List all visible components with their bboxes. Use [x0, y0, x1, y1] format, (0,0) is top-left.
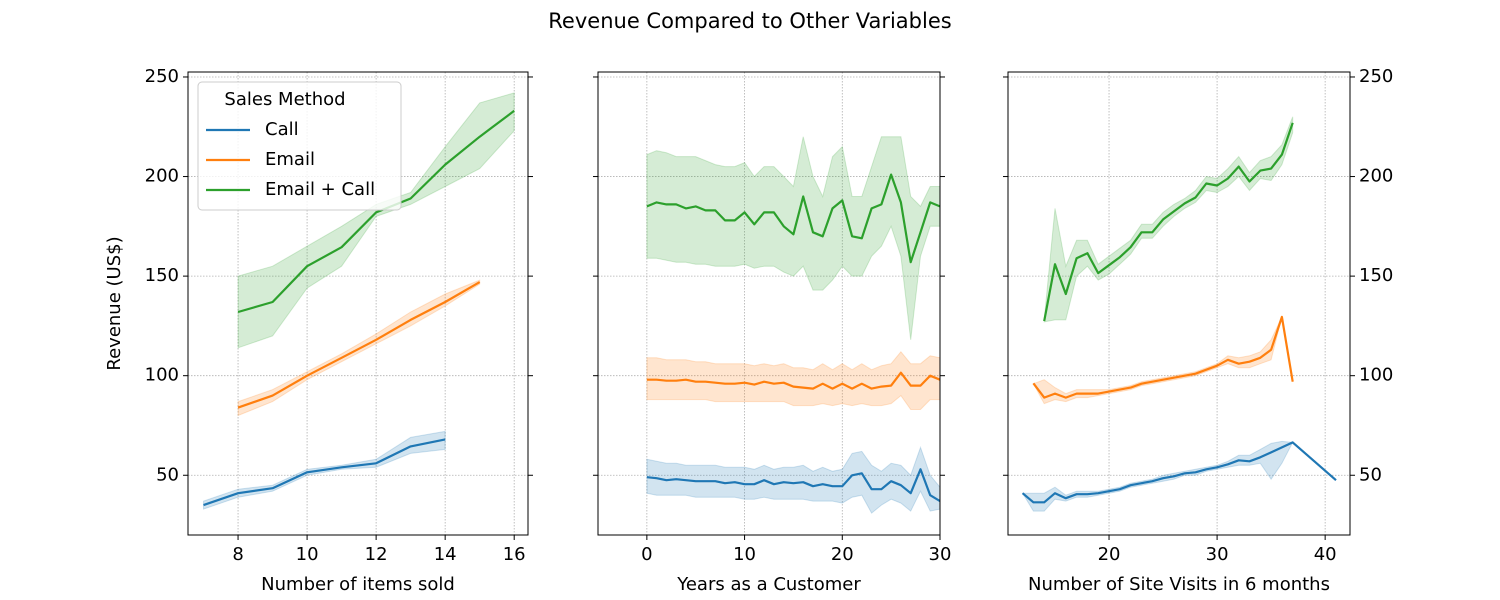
- y-tick-label: 50: [156, 464, 179, 485]
- y-tick-label: 200: [1359, 166, 1393, 187]
- axes-frame: [597, 71, 941, 536]
- x-tick-label: 20: [831, 544, 854, 565]
- x-axis-label: Number of items sold: [261, 574, 455, 595]
- confidence-band: [646, 445, 940, 514]
- subplot: 20 30 40 50 100 150 200 250 Number of Site Visit…: [1003, 66, 1393, 595]
- series-line: [203, 438, 446, 507]
- subplot: 0 10 20 30 Years as a Customer: [593, 71, 952, 595]
- x-tick-label: 10: [296, 544, 319, 565]
- x-tick-label: 16: [503, 544, 526, 565]
- legend-label: Call: [265, 119, 299, 140]
- series-line: [1021, 441, 1337, 504]
- y-tick-label: 200: [145, 166, 179, 187]
- series-line: [237, 281, 481, 409]
- x-tick-label: 20: [1098, 544, 1121, 565]
- x-tick-label: 12: [365, 544, 388, 565]
- x-axis-label: Number of Site Visits in 6 months: [1028, 574, 1330, 595]
- legend: Sales Method Call Email Email + Call: [197, 81, 402, 211]
- y-tick-label: 100: [145, 365, 179, 386]
- series-line: [646, 371, 940, 390]
- y-tick-label: 50: [1359, 464, 1382, 485]
- y-tick-label: 150: [145, 265, 179, 286]
- x-axis-label: Years as a Customer: [676, 574, 861, 595]
- y-axis-label: Revenue (US$): [104, 236, 125, 370]
- confidence-band: [646, 136, 940, 340]
- x-tick-label: 0: [641, 544, 652, 565]
- legend-label: Email: [265, 149, 315, 170]
- confidence-band: [237, 92, 515, 349]
- series-line: [646, 173, 940, 264]
- x-tick-label: 30: [929, 544, 952, 565]
- y-tick-label: 250: [145, 66, 179, 87]
- y-tick-label: 150: [1359, 265, 1393, 286]
- confidence-band: [646, 351, 940, 410]
- y-tick-label: 100: [1359, 365, 1393, 386]
- legend-label: Email + Call: [265, 179, 375, 200]
- series-line: [1043, 122, 1294, 322]
- legend-box: [197, 81, 402, 211]
- x-tick-label: 14: [434, 544, 457, 565]
- y-tick-label: 250: [1359, 66, 1393, 87]
- x-tick-label: 8: [232, 544, 243, 565]
- figure-title: Revenue Compared to Other Variables: [548, 9, 951, 33]
- series-line: [1032, 315, 1294, 399]
- legend-title: Sales Method: [224, 89, 345, 110]
- axes-frame: [1007, 71, 1351, 536]
- subplot: 8 10 12 14 16 50 100 150 200 250 Number of items s…: [104, 66, 533, 595]
- confidence-band: [1043, 116, 1294, 323]
- x-tick-label: 10: [733, 544, 756, 565]
- x-tick-label: 40: [1314, 544, 1337, 565]
- axes-frame: [187, 71, 529, 536]
- series-line: [646, 468, 940, 503]
- x-tick-label: 30: [1206, 544, 1229, 565]
- series-line: [237, 109, 515, 314]
